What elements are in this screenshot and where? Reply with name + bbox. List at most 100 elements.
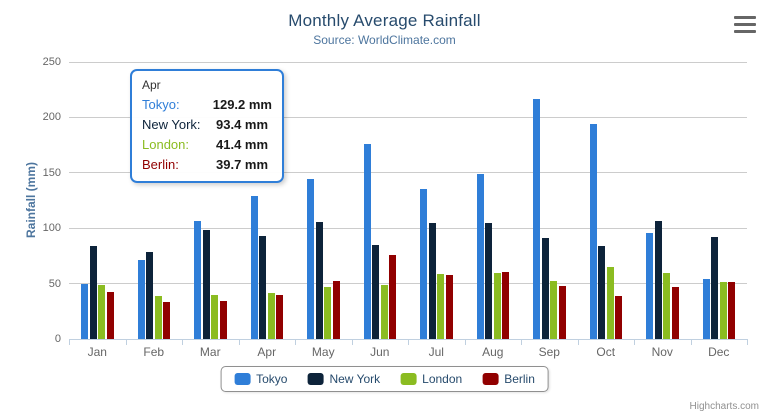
legend-item-tokyo[interactable]: Tokyo [234,372,287,386]
bar-berlin-mar[interactable] [219,300,227,339]
x-axis-label-feb: Feb [143,345,165,359]
x-axis-tick [747,340,748,345]
y-axis-label-0: 0 [54,333,61,345]
bar-tokyo-dec[interactable] [702,278,710,339]
x-axis-label-aug: Aug [482,345,504,359]
bar-new-york-nov[interactable] [654,220,662,339]
y-axis-label-50: 50 [48,277,61,290]
x-axis-label-apr: Apr [257,345,277,359]
legend-symbol-icon [234,373,251,385]
x-axis-tick [691,340,692,345]
bar-new-york-sep[interactable] [541,237,549,339]
bar-london-apr[interactable] [267,293,275,339]
bar-berlin-jun[interactable] [389,255,397,339]
x-axis-label-sep: Sep [538,345,560,359]
tooltip-series-label: Berlin: [142,157,179,172]
bar-london-sep[interactable] [550,280,558,339]
bar-tokyo-oct[interactable] [589,123,597,339]
legend-item-london[interactable]: London [400,372,462,386]
bar-new-york-may[interactable] [315,221,323,339]
bar-tokyo-apr[interactable] [250,195,258,339]
gridline-100 [69,227,747,229]
bar-london-mar[interactable] [211,295,219,339]
bar-london-dec[interactable] [719,282,727,339]
x-axis-label-jun: Jun [370,345,390,359]
export-menu-button[interactable] [734,16,756,33]
bar-berlin-jul[interactable] [445,275,453,339]
bar-tokyo-may[interactable] [307,179,315,339]
y-axis-label-250: 250 [42,56,61,68]
y-axis-label-100: 100 [42,222,61,235]
legend-item-new-york[interactable]: New York [307,372,380,386]
chart-title: Monthly Average Rainfall [288,11,481,30]
bar-tokyo-jul[interactable] [420,188,428,339]
bar-berlin-may[interactable] [332,280,340,339]
chart-subtitle: Source: WorldClimate.com [313,33,456,47]
tooltip-header: Apr [142,78,161,92]
bar-tokyo-feb[interactable] [137,259,145,339]
bar-new-york-jan[interactable] [89,246,97,339]
bar-new-york-apr[interactable] [259,235,267,339]
tooltip-series-label: Tokyo: [142,97,180,112]
bar-london-jul[interactable] [437,273,445,339]
credits-link[interactable]: Highcharts.com [689,401,759,412]
tooltip-series-value: 41.4 mm [216,137,269,152]
bar-new-york-feb[interactable] [146,251,154,339]
bar-new-york-aug[interactable] [485,223,493,339]
gridline-200 [69,116,747,118]
bar-berlin-nov[interactable] [671,287,679,339]
bar-tokyo-nov[interactable] [646,233,654,339]
tooltip-series-label: London: [142,137,189,152]
bar-london-may[interactable] [324,286,332,339]
bar-berlin-sep[interactable] [558,286,566,339]
bar-new-york-mar[interactable] [202,229,210,339]
x-axis-label-dec: Dec [708,345,730,359]
bar-london-jun[interactable] [380,285,388,339]
x-axis-label-mar: Mar [199,345,221,359]
bar-berlin-dec[interactable] [728,282,736,339]
bar-tokyo-aug[interactable] [476,174,484,339]
menu-icon [734,23,756,26]
x-axis-tick [69,340,70,345]
tooltip-series-label: New York: [142,117,201,132]
bar-london-feb[interactable] [154,296,162,339]
bar-tokyo-jan[interactable] [81,283,89,339]
bar-london-jan[interactable] [98,284,106,339]
legend-item-label: New York [329,372,381,386]
bar-berlin-aug[interactable] [502,272,510,339]
bar-tokyo-mar[interactable] [194,221,202,339]
bar-tokyo-sep[interactable] [533,99,541,339]
tooltip-series-value: 39.7 mm [216,157,269,172]
legend-symbol-icon [307,373,324,385]
bar-new-york-jul[interactable] [428,222,436,339]
plot-area [69,61,747,339]
bar-new-york-oct[interactable] [598,246,606,339]
x-axis-tick [295,340,296,345]
x-axis-label-nov: Nov [651,345,673,359]
tooltip-row-tokyo: Tokyo: 129.2 mm [142,95,272,115]
bar-berlin-jan[interactable] [106,292,114,339]
bar-berlin-oct[interactable] [615,295,623,339]
bar-berlin-feb[interactable] [163,302,171,339]
tooltip-series-value: 129.2 mm [212,97,272,112]
bar-london-oct[interactable] [606,266,614,339]
legend-symbol-icon [482,373,499,385]
bar-london-aug[interactable] [493,272,501,339]
x-axis-tick [465,340,466,345]
x-axis-label-jul: Jul [428,345,444,359]
x-axis-tick [408,340,409,345]
x-axis-tick [126,340,127,345]
bar-new-york-dec[interactable] [711,236,719,339]
x-axis-tick [182,340,183,345]
bar-london-nov[interactable] [663,273,671,339]
legend-item-label: Tokyo [256,372,288,386]
legend-item-berlin[interactable]: Berlin [482,372,535,386]
x-axis-label-may: May [311,345,335,359]
tooltip-series-value: 93.4 mm [216,117,269,132]
bar-berlin-apr[interactable] [276,295,284,339]
bar-tokyo-jun[interactable] [363,144,371,339]
bar-new-york-jun[interactable] [372,245,380,339]
gridline-50 [69,283,747,285]
menu-icon [734,16,756,19]
